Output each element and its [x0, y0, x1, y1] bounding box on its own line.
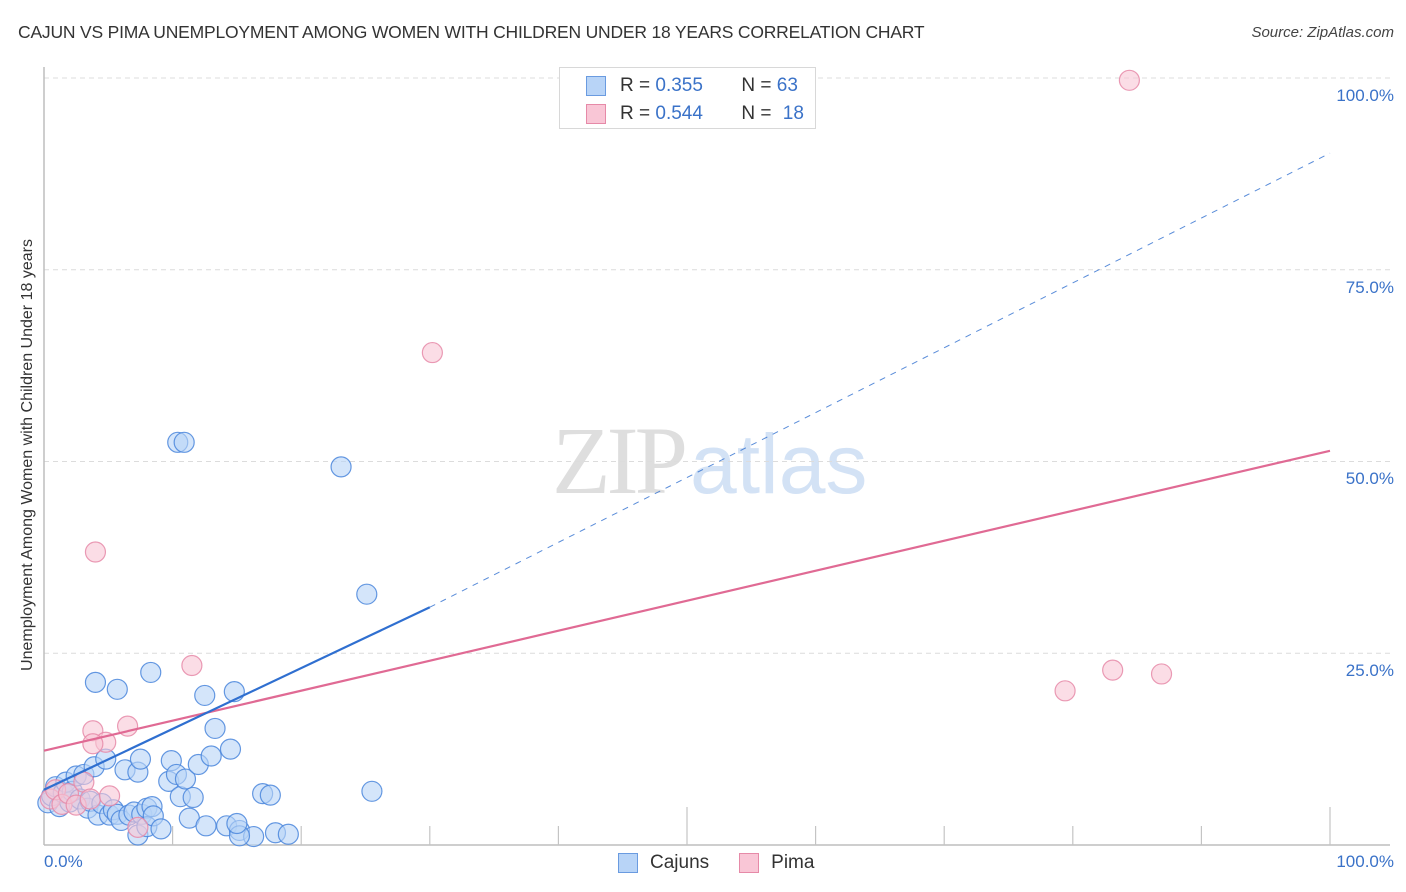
data-point[interactable] — [1118, 69, 1140, 91]
legend-row-cajuns: R = 0.355 N = 63 — [586, 74, 798, 98]
source-credit: Source: ZipAtlas.com — [1251, 24, 1394, 41]
x-tick-0: 0.0% — [44, 852, 83, 871]
pima-points — [39, 69, 1173, 838]
data-point[interactable] — [127, 816, 149, 838]
data-point[interactable] — [1054, 680, 1076, 702]
data-point[interactable] — [361, 780, 383, 802]
data-point[interactable] — [84, 541, 107, 563]
data-point[interactable] — [79, 788, 101, 810]
y-tick-100: 100.0% — [1336, 86, 1394, 105]
stats-legend: R = 0.355 N = 63 R = 0.544 N = 18 — [559, 67, 816, 129]
data-point[interactable] — [226, 812, 248, 835]
watermark-atlas: atlas — [690, 417, 868, 511]
r-label: R = — [620, 103, 656, 124]
data-point[interactable] — [200, 745, 222, 767]
axes — [43, 67, 1390, 846]
data-point[interactable] — [174, 768, 197, 790]
pima-trend-line — [43, 449, 1331, 752]
n-value: 18 — [782, 103, 804, 124]
watermark: ZIPatlas — [552, 405, 867, 516]
data-point[interactable] — [356, 583, 378, 605]
data-point[interactable] — [182, 786, 204, 809]
n-value: 63 — [776, 75, 798, 96]
data-point[interactable] — [181, 654, 203, 677]
y-axis-label: Unemployment Among Women with Children U… — [19, 239, 36, 671]
data-point[interactable] — [173, 431, 195, 453]
data-point[interactable] — [98, 785, 121, 807]
legend-item-cajuns[interactable]: Cajuns — [618, 852, 709, 874]
data-point[interactable] — [421, 341, 443, 364]
cajuns-swatch-icon — [586, 76, 606, 96]
data-point[interactable] — [1150, 663, 1173, 685]
data-point[interactable] — [129, 748, 152, 770]
data-point[interactable] — [204, 717, 226, 740]
series-legend: Cajuns Pima — [618, 852, 844, 874]
legend-label-pima: Pima — [771, 852, 815, 873]
watermark-zip: ZIP — [552, 407, 688, 514]
data-point[interactable] — [277, 823, 299, 845]
cajuns-trend-extension — [429, 152, 1331, 608]
data-point[interactable] — [150, 818, 172, 840]
y-tick-75: 75.0% — [1345, 278, 1394, 297]
pima-swatch-icon — [739, 853, 760, 873]
chart-title: CAJUN VS PIMA UNEMPLOYMENT AMONG WOMEN W… — [18, 22, 925, 42]
legend-item-pima[interactable]: Pima — [739, 852, 814, 874]
legend-row-pima: R = 0.544 N = 18 — [586, 102, 804, 126]
pima-swatch-icon — [586, 104, 606, 124]
data-point[interactable] — [106, 678, 128, 700]
y-tick-50: 50.0% — [1345, 469, 1394, 488]
data-point[interactable] — [194, 684, 216, 707]
n-label: N = — [741, 75, 777, 96]
data-point[interactable] — [195, 815, 217, 837]
trend-lines — [43, 152, 1331, 791]
data-point[interactable] — [140, 661, 162, 684]
data-point[interactable] — [1102, 659, 1124, 681]
data-point[interactable] — [219, 738, 242, 760]
data-point[interactable] — [330, 456, 352, 478]
cajuns-trend-line — [43, 606, 431, 791]
gridlines — [44, 77, 1390, 654]
cajuns-swatch-icon — [618, 853, 638, 873]
r-value: 0.355 — [655, 75, 703, 96]
r-label: R = — [620, 75, 656, 96]
r-value: 0.544 — [655, 103, 703, 124]
n-label: N = — [741, 103, 777, 124]
data-point[interactable] — [84, 671, 107, 693]
legend-label-cajuns: Cajuns — [650, 852, 710, 873]
x-tick-100: 100.0% — [1336, 852, 1394, 871]
data-point[interactable] — [259, 784, 281, 806]
y-tick-25: 25.0% — [1345, 661, 1394, 680]
